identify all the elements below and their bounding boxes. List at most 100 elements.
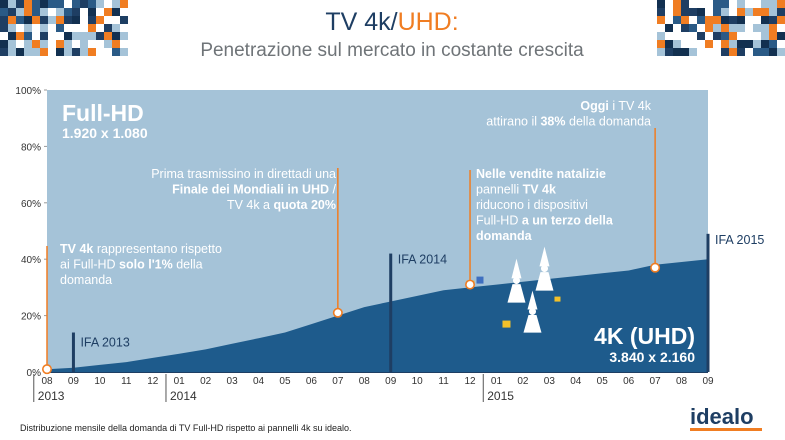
year-label: 2015: [487, 389, 514, 403]
mosaic-pixel: [777, 0, 785, 8]
y-tick-label: 0%: [27, 368, 42, 379]
mosaic-pixel: [729, 32, 737, 40]
mosaic-pixel: [24, 24, 32, 32]
mosaic-pixel: [777, 8, 785, 16]
mosaic-pixel: [24, 8, 32, 16]
mosaic-pixel: [713, 8, 721, 16]
mosaic-pixel: [697, 32, 705, 40]
mosaic-pixel: [80, 8, 88, 16]
mosaic-pixel: [96, 8, 104, 16]
mosaic-pixel: [761, 16, 769, 24]
annotation-span: i TV 4k: [609, 99, 652, 113]
mosaic-pixel: [737, 24, 745, 32]
mosaic-pixel: [64, 48, 72, 56]
mosaic-pixel: [697, 16, 705, 24]
mosaic-pixel: [689, 40, 697, 48]
mosaic-pixel: [64, 40, 72, 48]
mosaic-pixel: [64, 8, 72, 16]
mosaic-pixel: [769, 40, 777, 48]
mosaic-pixel: [0, 32, 8, 40]
annotation-text: TV 4k rappresentano rispetto ai Full-HD s…: [60, 242, 222, 287]
markers: [41, 128, 661, 375]
fullhd-label: Full-HD: [62, 100, 144, 126]
mosaic-pixel: [32, 0, 40, 8]
annotation-span: della: [173, 258, 203, 272]
mosaic-pixel: [32, 8, 40, 16]
mosaic-pixel: [8, 0, 16, 8]
x-tick-label: 09: [385, 376, 397, 387]
x-tick-label: 01: [174, 376, 186, 387]
mosaic-pixel: [769, 48, 777, 56]
year-label: 2014: [170, 389, 197, 403]
mosaic-pixel: [729, 40, 737, 48]
data-marker: [465, 279, 476, 290]
mosaic-pixel: [64, 32, 72, 40]
pixel-mosaic-right: [657, 0, 785, 56]
mosaic-pixel: [737, 48, 745, 56]
mosaic-pixel: [64, 24, 72, 32]
mosaic-pixel: [72, 32, 80, 40]
title-part-2: UHD:: [398, 8, 459, 36]
wizard-body: [535, 272, 554, 291]
mosaic-pixel: [721, 40, 729, 48]
mosaic-pixel: [40, 48, 48, 56]
logo-underline: [690, 428, 762, 431]
x-tick-label: 02: [517, 376, 529, 387]
data-marker: [41, 364, 52, 375]
mosaic-pixel: [753, 8, 761, 16]
mosaic-pixel: [753, 0, 761, 8]
mosaic-pixel: [689, 8, 697, 16]
x-tick-label: 08: [676, 376, 688, 387]
mosaic-pixel: [665, 24, 673, 32]
mosaic-pixel: [16, 16, 24, 24]
annotation-span: rappresentano rispetto: [93, 242, 222, 256]
mosaic-pixel: [48, 48, 56, 56]
mosaic-pixel: [697, 24, 705, 32]
mosaic-pixel: [657, 32, 665, 40]
mosaic-pixel: [681, 0, 689, 8]
annotation-span: TV 4k a: [227, 198, 274, 212]
data-marker: [650, 262, 661, 273]
pixel-mosaic-left: [0, 0, 128, 56]
mosaic-pixel: [729, 8, 737, 16]
mosaic-pixel: [72, 48, 80, 56]
mosaic-pixel: [48, 0, 56, 8]
mosaic-pixel: [24, 48, 32, 56]
gift-icon: [502, 320, 511, 328]
mosaic-pixel: [777, 40, 785, 48]
mosaic-pixel: [777, 16, 785, 24]
mosaic-pixel: [673, 40, 681, 48]
chart-areas: [47, 90, 708, 372]
wizard-body: [507, 284, 526, 303]
mosaic-pixel: [64, 16, 72, 24]
mosaic-pixel: [665, 32, 673, 40]
mosaic-pixel: [0, 16, 8, 24]
mosaic-pixel: [0, 0, 8, 8]
mosaic-pixel: [729, 16, 737, 24]
mosaic-pixel: [72, 16, 80, 24]
mosaic-pixel: [120, 0, 128, 8]
footer-caption: Distribuzione mensile della domanda di T…: [20, 423, 352, 433]
uhd-resolution: 3.840 x 2.160: [609, 349, 695, 365]
mosaic-pixel: [681, 24, 689, 32]
mosaic-pixel: [24, 40, 32, 48]
y-axis: 0% 20% 40% 60% 80% 100%: [15, 86, 47, 379]
mosaic-pixel: [104, 8, 112, 16]
mosaic-pixel: [657, 16, 665, 24]
ifa-label: IFA 2013: [80, 336, 129, 350]
mosaic-pixel: [657, 0, 665, 8]
mosaic-pixel: [721, 16, 729, 24]
annotation-span: attirano il: [486, 115, 540, 129]
mosaic-pixel: [761, 24, 769, 32]
mosaic-pixel: [745, 48, 753, 56]
mosaic-pixel: [721, 8, 729, 16]
annotation-span: Prima trasmissino in direttadi una: [151, 167, 336, 181]
annotation-span: Finale dei Mondiali in UHD: [172, 183, 329, 197]
mosaic-pixel: [745, 8, 753, 16]
annotation-span: /: [329, 183, 336, 197]
mosaic-pixel: [24, 16, 32, 24]
mosaic-pixel: [40, 24, 48, 32]
mosaic-pixel: [88, 24, 96, 32]
x-tick-label: 07: [650, 376, 662, 387]
